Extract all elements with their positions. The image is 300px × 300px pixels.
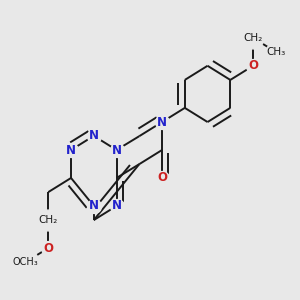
Text: O: O	[248, 59, 258, 72]
Text: N: N	[112, 143, 122, 157]
Text: CH₃: CH₃	[266, 47, 285, 57]
Text: OCH₃: OCH₃	[13, 257, 38, 267]
Text: O: O	[43, 242, 53, 254]
Text: O: O	[157, 172, 167, 184]
Text: CH₂: CH₂	[39, 215, 58, 225]
Text: CH₂: CH₂	[243, 33, 263, 43]
Text: N: N	[112, 200, 122, 212]
Text: N: N	[66, 143, 76, 157]
Text: N: N	[89, 129, 99, 142]
Text: N: N	[89, 200, 99, 212]
Text: N: N	[157, 116, 167, 128]
